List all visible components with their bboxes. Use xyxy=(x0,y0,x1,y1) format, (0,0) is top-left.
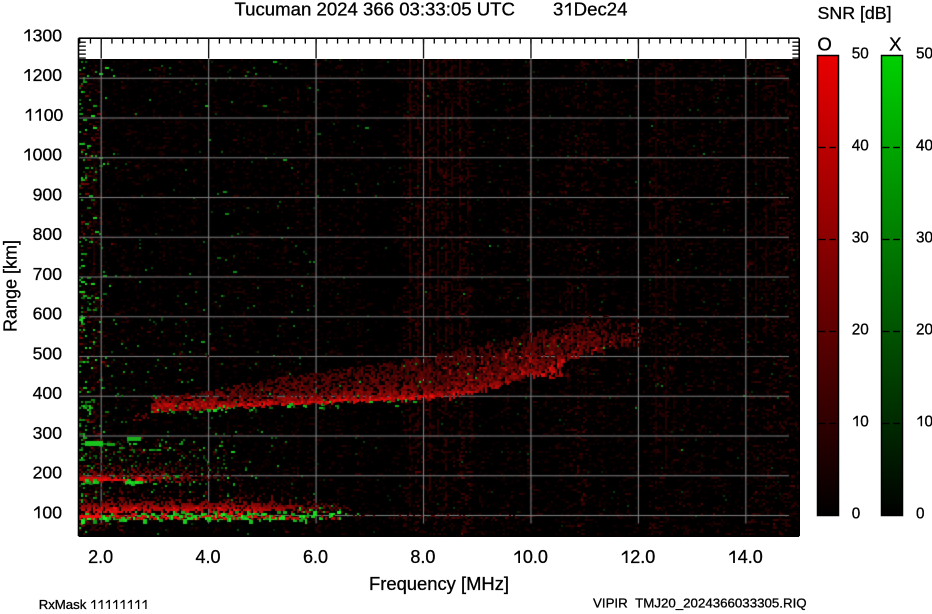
svg-text:4.0: 4.0 xyxy=(196,547,221,567)
svg-text:20: 20 xyxy=(852,321,869,338)
svg-text:Frequency [MHz]: Frequency [MHz] xyxy=(369,573,509,594)
svg-text:0.0: 0.0 xyxy=(523,547,548,567)
svg-text:O: O xyxy=(817,34,831,55)
svg-text:400: 400 xyxy=(33,383,63,403)
svg-text:000: 000 xyxy=(33,145,63,165)
svg-text:Tucuman 2024 366 03:33:05 UTC: Tucuman 2024 366 03:33:05 UTC xyxy=(235,0,515,20)
svg-text:0: 0 xyxy=(860,413,869,430)
svg-text:3: 3 xyxy=(553,0,563,20)
svg-text:500: 500 xyxy=(33,343,63,363)
svg-text:200: 200 xyxy=(33,65,63,85)
svg-text:0: 0 xyxy=(925,413,932,430)
svg-text:900: 900 xyxy=(33,184,63,204)
svg-text:00: 00 xyxy=(44,105,64,125)
svg-text:40: 40 xyxy=(852,137,869,154)
svg-text:RxMask: RxMask xyxy=(39,597,87,612)
svg-text:300: 300 xyxy=(33,25,63,45)
svg-text:Dec24: Dec24 xyxy=(574,0,628,20)
svg-text:600: 600 xyxy=(33,304,63,324)
svg-text:800: 800 xyxy=(33,224,63,244)
svg-text:40: 40 xyxy=(916,137,932,154)
svg-text:VIPIR TMJ20_2024366033305.RIQ: VIPIR TMJ20_2024366033305.RIQ xyxy=(593,596,807,611)
svg-text:Range [km]: Range [km] xyxy=(1,240,21,332)
svg-text:2.0: 2.0 xyxy=(88,547,113,567)
svg-text:30: 30 xyxy=(852,229,869,246)
svg-text:20: 20 xyxy=(916,321,932,338)
svg-text:30: 30 xyxy=(916,229,932,246)
svg-text:2.0: 2.0 xyxy=(630,547,655,567)
svg-text:0: 0 xyxy=(852,505,861,522)
svg-text:700: 700 xyxy=(33,264,63,284)
svg-text:6.0: 6.0 xyxy=(303,547,328,567)
svg-text:50: 50 xyxy=(916,45,932,62)
svg-text:200: 200 xyxy=(33,463,63,483)
svg-text:X: X xyxy=(889,34,902,55)
svg-text:50: 50 xyxy=(852,45,869,62)
svg-text:8.0: 8.0 xyxy=(410,547,435,567)
svg-text:0: 0 xyxy=(916,505,925,522)
svg-text:300: 300 xyxy=(33,423,63,443)
svg-text:4.0: 4.0 xyxy=(738,547,763,567)
svg-text:00: 00 xyxy=(42,502,62,522)
svg-text:SNR [dB]: SNR [dB] xyxy=(818,3,892,23)
